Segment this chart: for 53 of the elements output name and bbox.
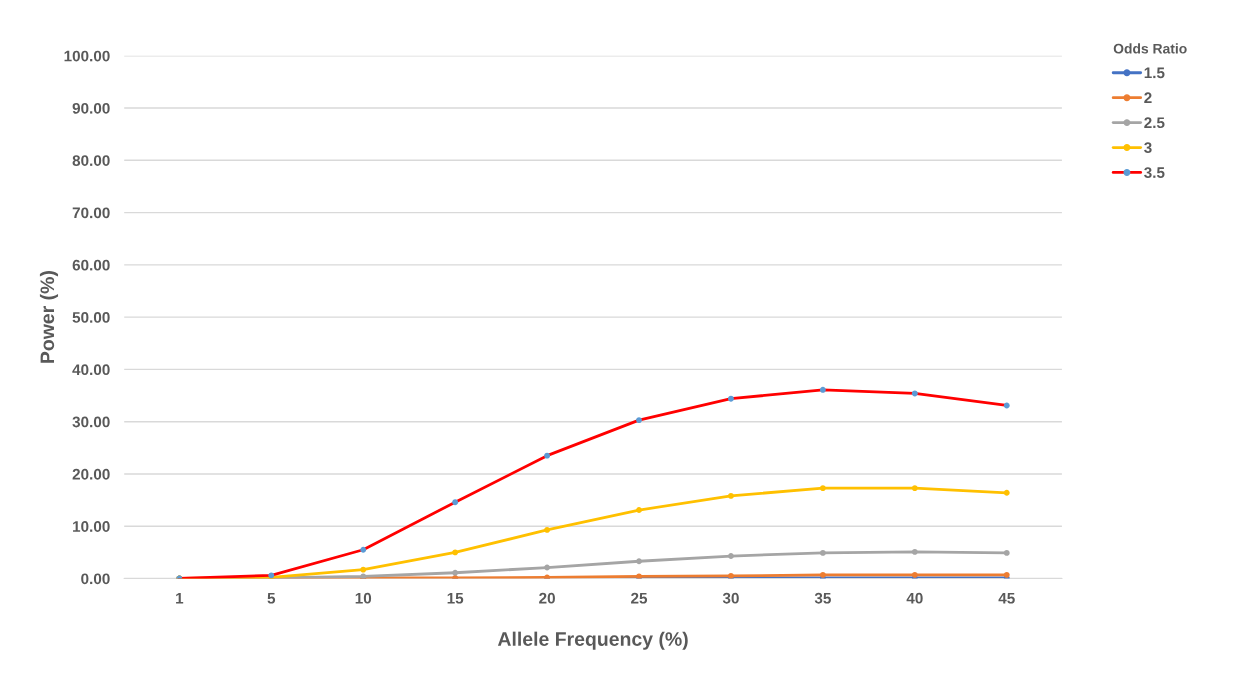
point <box>728 492 734 499</box>
point <box>1003 549 1010 556</box>
y-axis-title: Power (%) <box>39 271 59 363</box>
point <box>819 386 826 393</box>
point <box>1003 571 1010 578</box>
point <box>452 569 459 576</box>
y-tick-label: 0.00 <box>81 573 110 585</box>
point <box>544 564 551 571</box>
point <box>544 452 551 459</box>
point <box>728 395 734 402</box>
y-tick-label: 30.00 <box>72 416 110 428</box>
point <box>360 546 367 553</box>
x-tick-label: 10 <box>355 592 372 604</box>
y-tick-label: 90.00 <box>72 102 110 114</box>
legend-title: Odds Ratio <box>1113 43 1187 54</box>
point <box>819 549 826 556</box>
point <box>360 566 367 573</box>
point <box>636 558 642 565</box>
y-tick-label: 70.00 <box>72 207 110 219</box>
legend-label: 1.5 <box>1144 67 1165 79</box>
y-tick-label: 100.00 <box>64 50 110 62</box>
x-tick-label: 1 <box>176 592 184 604</box>
x-tick-label: 15 <box>447 592 464 604</box>
x-tick-label: 35 <box>814 592 831 604</box>
y-tick-label: 60.00 <box>72 259 110 271</box>
point <box>452 499 459 506</box>
point <box>728 553 734 559</box>
point <box>544 526 551 533</box>
legend-label: 3 <box>1144 142 1152 154</box>
point <box>819 571 826 578</box>
x-axis-title: Allele Frequency (%) <box>497 631 688 650</box>
x-tick-label: 40 <box>906 592 923 604</box>
x-tick-label: 20 <box>539 592 555 604</box>
x-tick-label: 5 <box>267 592 276 604</box>
x-tick-label: 45 <box>998 592 1015 604</box>
y-tick-label: 80.00 <box>72 155 110 166</box>
x-tick-label: 25 <box>631 592 648 604</box>
y-tick-label: 50.00 <box>72 312 110 323</box>
x-tick-label: 30 <box>722 592 739 604</box>
point <box>911 485 918 492</box>
point <box>636 417 642 424</box>
legend-label: 2.5 <box>1144 117 1165 129</box>
point <box>1003 489 1010 496</box>
point <box>819 485 826 492</box>
point <box>452 549 459 556</box>
y-tick-label: 40.00 <box>72 364 110 376</box>
legend-label: 2 <box>1144 92 1152 104</box>
y-tick-label: 20.00 <box>72 468 110 480</box>
point <box>911 390 918 397</box>
point <box>911 571 918 578</box>
legend-label: 3.5 <box>1144 167 1165 178</box>
y-tick-label: 10.00 <box>73 521 110 532</box>
point <box>911 548 918 555</box>
